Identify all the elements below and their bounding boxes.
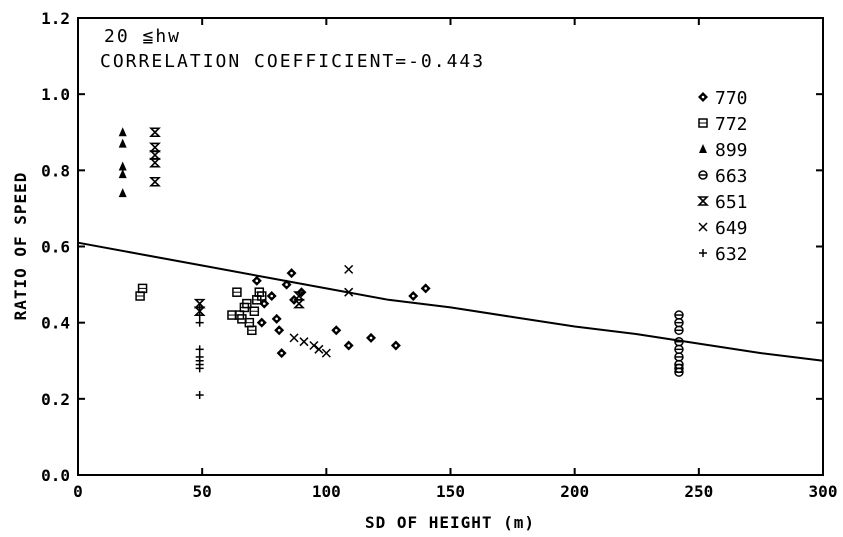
legend-marker-651: [697, 196, 709, 206]
data-point-770: [266, 291, 277, 302]
legend-marker-770: [698, 92, 708, 102]
data-point-770: [286, 268, 297, 279]
data-point-663: [674, 310, 684, 320]
y-tick-label: 1.0: [41, 85, 70, 104]
legend-marker-632: [699, 249, 707, 257]
y-tick-label: 0.0: [41, 466, 70, 485]
data-point-632: [195, 345, 204, 354]
data-point-649: [299, 337, 309, 347]
data-point-770: [271, 313, 282, 324]
data-point-632: [195, 391, 204, 400]
data-point-663: [674, 344, 684, 355]
x-tick-label: 150: [436, 482, 465, 501]
x-tick-label: 250: [684, 482, 713, 501]
data-point-770: [331, 325, 342, 336]
data-point-770: [420, 283, 431, 294]
legend-label-651: 651: [715, 192, 748, 213]
data-point-772: [135, 291, 145, 301]
data-point-770: [276, 348, 287, 359]
legend-marker-649: [698, 222, 708, 232]
legend-label-770: 770: [715, 88, 748, 109]
data-point-899: [118, 161, 127, 171]
x-tick-label: 200: [560, 482, 589, 501]
data-point-651: [293, 298, 305, 309]
data-point-663: [674, 352, 684, 362]
x-tick-label: 100: [312, 482, 341, 501]
data-point-649: [321, 348, 331, 358]
y-axis: 0.0 0.2 0.4 0.6 0.8 1.0 1.2: [41, 9, 823, 485]
data-point-899: [118, 169, 127, 179]
data-point-770: [281, 279, 292, 290]
data-point-651: [149, 176, 161, 187]
data-point-770: [390, 340, 401, 351]
data-point-649: [309, 340, 319, 351]
y-tick-label: 1.2: [41, 9, 70, 28]
x-tick-label: 300: [809, 482, 838, 501]
data-point-899: [118, 127, 127, 137]
data-point-649: [314, 344, 324, 354]
legend-label-772: 772: [715, 114, 748, 135]
data-point-772: [239, 302, 250, 313]
x-tick-label: 0: [73, 482, 83, 501]
data-point-772: [232, 287, 242, 297]
legend-label-899: 899: [715, 140, 748, 161]
data-point-651: [149, 157, 161, 168]
data-point-632: [195, 311, 204, 320]
data-point-772: [257, 291, 267, 301]
data-point-663: [674, 317, 684, 328]
data-point-770: [256, 317, 267, 328]
data-point-770: [251, 275, 262, 286]
legend-label-649: 649: [715, 218, 748, 239]
data-point-770: [343, 340, 354, 351]
data-point-772: [247, 325, 257, 336]
y-tick-label: 0.8: [41, 161, 70, 180]
data-point-651: [149, 127, 161, 138]
x-axis: 0 50 100 150 200 250 300: [73, 18, 837, 501]
legend-label-663: 663: [715, 166, 748, 187]
annotation-hw: 20 ≦hw: [104, 26, 181, 47]
data-point-772: [249, 306, 260, 316]
data-point-899: [118, 138, 127, 148]
data-point-651: [149, 142, 161, 153]
y-axis-label: RATIO OF SPEED: [11, 172, 30, 321]
data-point-772: [234, 310, 245, 320]
legend: 770 772 899 663 651 649 632: [697, 88, 748, 265]
annotation-correlation: CORRELATION COEFFICIENT=-0.443: [100, 51, 485, 72]
legend-marker-899: [699, 144, 707, 153]
data-point-770: [408, 291, 419, 302]
y-tick-label: 0.4: [41, 314, 70, 333]
regression-curve: [77, 241, 824, 362]
plot-frame: [77, 17, 824, 476]
data-point-770: [274, 325, 285, 336]
legend-label-632: 632: [715, 244, 748, 265]
data-point-649: [344, 287, 354, 297]
data-point-663: [674, 325, 684, 336]
data-point-899: [118, 188, 127, 198]
data-point-663: [674, 336, 684, 347]
data-point-651: [149, 150, 161, 160]
legend-marker-663: [698, 170, 708, 180]
y-tick-label: 0.2: [41, 390, 70, 409]
legend-marker-772: [698, 118, 708, 128]
data-point-663: [674, 367, 684, 377]
data-point-632: [195, 318, 204, 327]
data-point-632: [195, 364, 204, 373]
data-point-772: [137, 283, 148, 294]
data-point-770: [366, 332, 377, 343]
x-axis-label: SD OF HEIGHT (m): [365, 513, 535, 532]
x-tick-label: 50: [193, 482, 212, 501]
data-point-632: [195, 303, 204, 312]
data-point-770: [259, 298, 270, 309]
data-point-649: [289, 333, 299, 343]
data-point-649: [344, 264, 354, 274]
data-points: [118, 127, 684, 400]
y-tick-label: 0.6: [41, 238, 70, 257]
